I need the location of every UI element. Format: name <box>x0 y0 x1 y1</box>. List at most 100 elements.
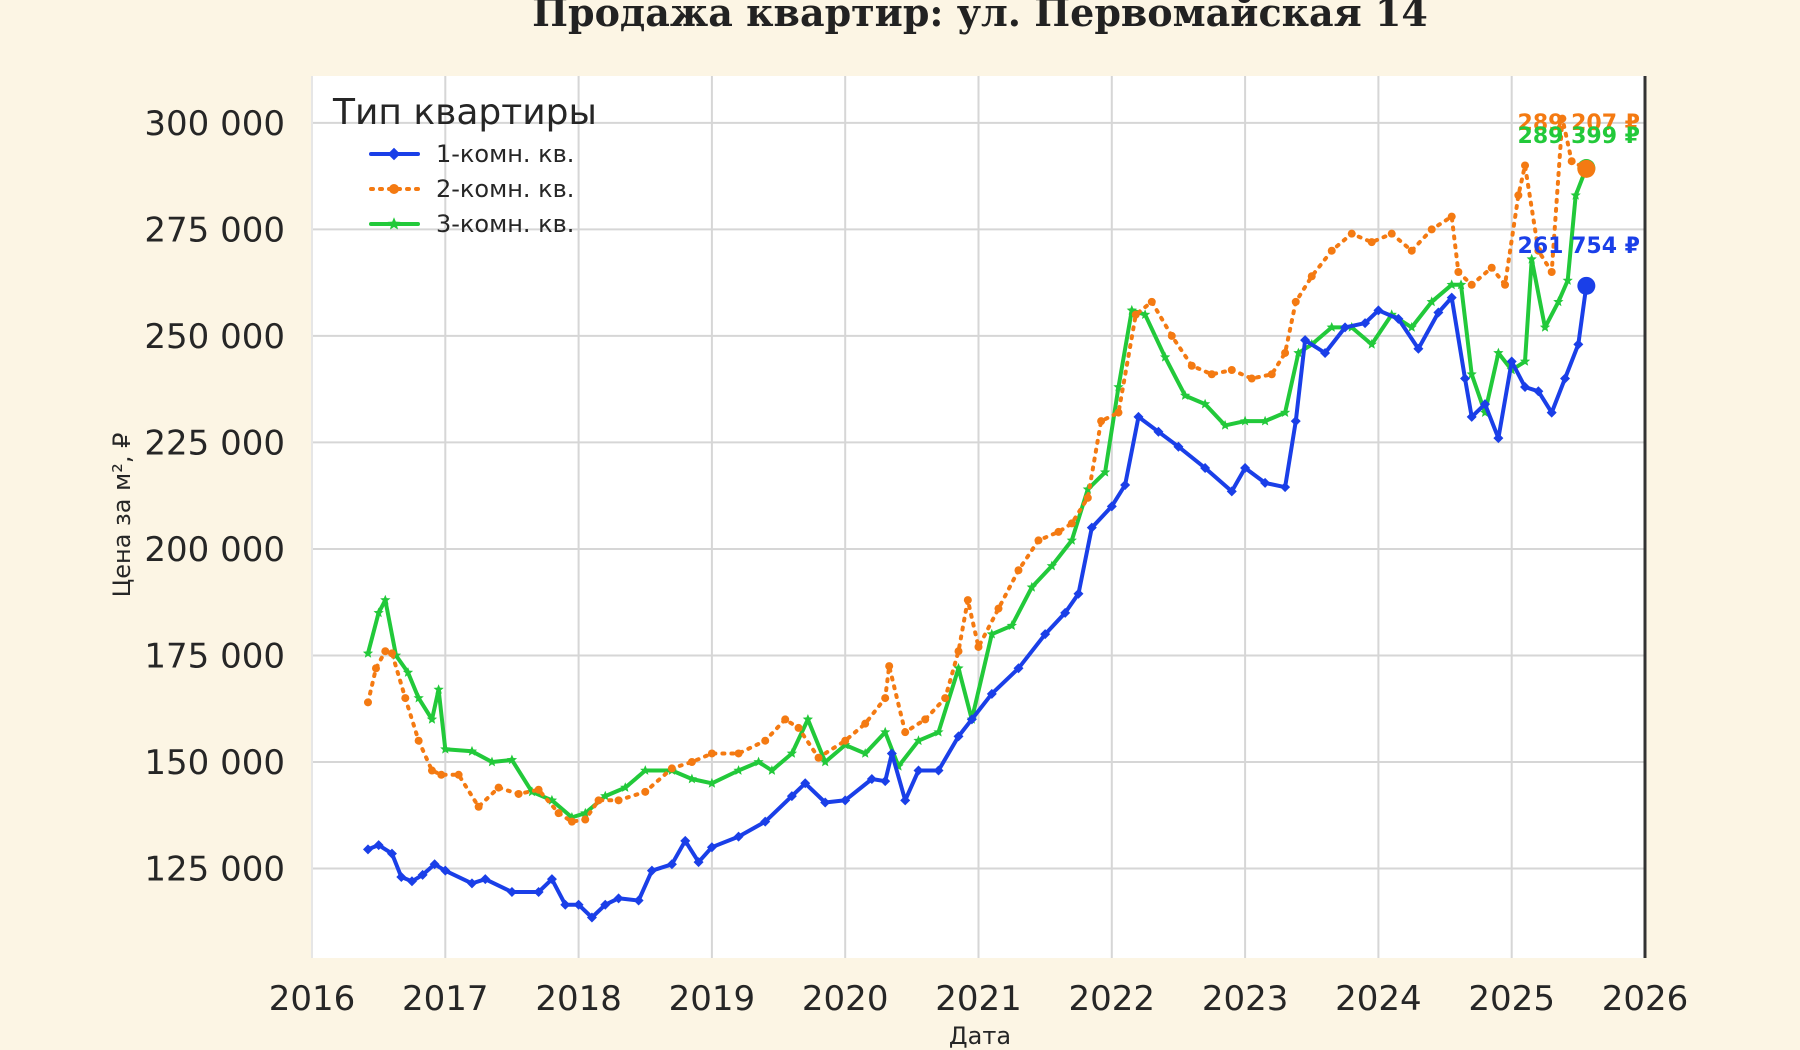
data-point <box>646 865 657 876</box>
data-point <box>1060 607 1071 618</box>
data-point <box>901 728 910 737</box>
y-axis-label: Цена за м², ₽ <box>108 433 136 598</box>
data-point <box>641 787 650 796</box>
data-point <box>1455 279 1467 290</box>
data-point <box>1226 486 1237 497</box>
data-point <box>781 715 790 724</box>
data-point <box>1493 433 1504 444</box>
data-point <box>1227 366 1236 374</box>
data-point <box>880 726 891 737</box>
data-point <box>433 684 444 694</box>
last-point-marker <box>1577 159 1596 178</box>
data-point <box>1407 246 1416 255</box>
data-point <box>387 147 401 161</box>
data-point <box>417 869 428 880</box>
data-point <box>680 835 691 846</box>
data-point <box>861 719 870 728</box>
data-point <box>966 714 977 725</box>
data-point <box>963 596 972 605</box>
data-point <box>1480 399 1491 410</box>
data-point <box>761 736 770 745</box>
data-point <box>373 607 384 618</box>
data-point <box>1281 348 1290 357</box>
data-point <box>1140 309 1151 319</box>
data-point <box>534 785 543 794</box>
data-point <box>594 796 603 805</box>
series-group <box>362 114 1596 923</box>
data-point <box>1113 381 1124 392</box>
data-point <box>427 766 436 775</box>
data-point <box>381 647 390 656</box>
data-point <box>413 692 424 703</box>
data-point <box>387 217 401 230</box>
data-point <box>533 886 544 897</box>
data-point <box>600 790 611 801</box>
data-point <box>614 796 623 805</box>
data-point <box>613 893 624 904</box>
data-point <box>1054 527 1063 536</box>
data-point <box>1454 268 1463 276</box>
data-point <box>667 764 676 773</box>
data-point <box>437 770 446 779</box>
series-1-room <box>362 276 1596 923</box>
data-point <box>1373 305 1384 316</box>
data-point <box>1180 390 1191 400</box>
data-point <box>581 815 590 824</box>
data-point <box>567 817 576 826</box>
data-point <box>1526 253 1537 264</box>
data-point <box>733 765 744 775</box>
data-point <box>600 899 611 910</box>
data-point <box>580 807 591 818</box>
data-point <box>1340 322 1351 333</box>
data-point <box>921 715 930 724</box>
data-point <box>1326 322 1337 332</box>
data-point <box>546 874 557 885</box>
data-point <box>733 831 744 842</box>
data-point <box>380 594 391 605</box>
data-point <box>880 776 891 787</box>
data-point <box>1479 407 1491 417</box>
chart-title: Продажа квартир: ул. Первомайская 14 <box>532 0 1428 35</box>
data-point <box>1291 297 1300 306</box>
data-point <box>840 795 851 806</box>
data-point <box>1539 322 1551 332</box>
data-point <box>401 694 410 703</box>
data-point <box>1133 411 1144 422</box>
y-tick-label: 250 000 <box>144 317 285 357</box>
data-point <box>1320 347 1331 358</box>
data-point <box>766 765 777 775</box>
data-point <box>1547 268 1556 276</box>
data-point <box>1082 483 1093 494</box>
data-point <box>1097 417 1106 426</box>
data-point <box>686 773 697 784</box>
data-point <box>1083 493 1092 502</box>
data-point <box>640 765 651 775</box>
end-value-label: 261 754 ₽ <box>1518 234 1640 259</box>
legend: Тип квартиры 1-комн. кв. 2-комн. кв. 3-комн… <box>332 92 597 238</box>
data-point <box>1366 339 1377 349</box>
data-point <box>546 794 558 805</box>
data-point <box>554 809 563 818</box>
data-point <box>1046 560 1057 571</box>
data-point <box>573 899 584 910</box>
data-point <box>1086 522 1097 533</box>
data-point <box>693 857 704 868</box>
x-tick-label: 2023 <box>1202 979 1289 1019</box>
data-point <box>1493 347 1504 358</box>
data-point <box>1300 335 1311 346</box>
data-point <box>402 667 414 677</box>
data-point <box>1187 361 1196 370</box>
data-point <box>1466 368 1477 379</box>
data-point <box>1553 296 1564 307</box>
data-point <box>1467 280 1476 289</box>
y-tick-label: 275 000 <box>144 210 285 250</box>
data-point <box>414 736 423 745</box>
data-point <box>1267 370 1276 379</box>
data-point <box>1447 212 1456 221</box>
data-point <box>494 783 503 792</box>
data-point <box>506 886 517 897</box>
data-point <box>1167 331 1176 340</box>
data-point <box>941 694 950 703</box>
data-point <box>526 786 538 797</box>
